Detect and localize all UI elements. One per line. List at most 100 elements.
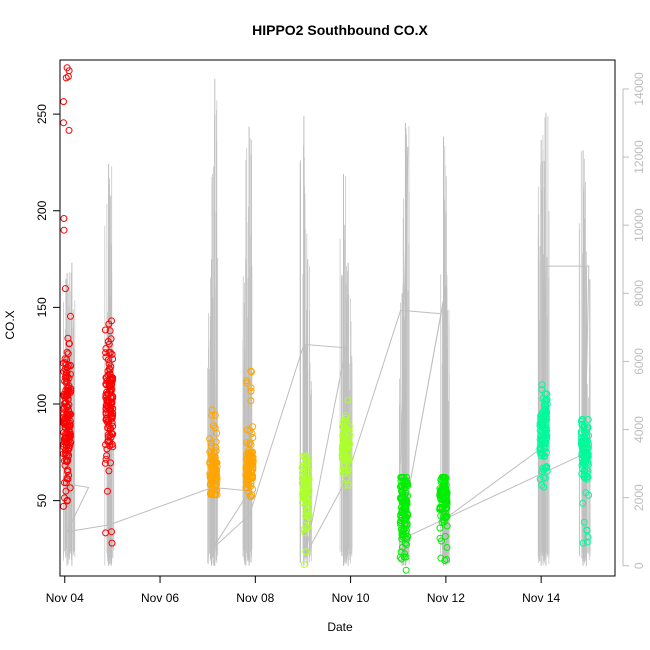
data-point (208, 411, 216, 419)
data-point (106, 349, 114, 356)
data-point (247, 384, 255, 392)
data-point (443, 522, 451, 530)
data-point (539, 437, 547, 445)
data-point (64, 475, 72, 483)
data-point (107, 388, 115, 396)
data-point (397, 521, 405, 529)
data-point (60, 98, 67, 106)
data-point (437, 478, 445, 486)
data-point (441, 532, 449, 540)
x-tick-label: Nov 08 (236, 591, 274, 605)
data-point (104, 438, 112, 445)
data-point (243, 480, 251, 488)
data-point (536, 422, 544, 430)
flight-point-group (577, 416, 593, 547)
data-point (103, 452, 111, 460)
data-point (207, 439, 215, 447)
data-point (580, 422, 588, 430)
data-point (302, 478, 310, 486)
data-point (249, 434, 257, 441)
data-point (540, 444, 548, 452)
data-point (246, 492, 254, 500)
data-point (540, 466, 548, 474)
data-point (339, 445, 347, 453)
data-point (584, 416, 592, 423)
chart-title: HIPPO2 Southbound CO.X (252, 22, 428, 38)
data-point (243, 477, 251, 485)
data-point (62, 74, 70, 82)
secondary-series-line (66, 146, 590, 556)
data-point (396, 553, 404, 561)
y-tick-label: 150 (35, 297, 49, 317)
data-point (102, 349, 110, 357)
data-point (62, 487, 70, 495)
flight-point-group (436, 473, 451, 564)
y-tick-label: 100 (35, 394, 49, 414)
y2-tick-label: 4000 (632, 416, 646, 443)
data-point (583, 538, 591, 546)
data-point (443, 494, 451, 502)
data-point (340, 417, 348, 425)
data-point (580, 448, 588, 456)
data-point (340, 461, 348, 469)
data-point (65, 445, 73, 453)
data-point (67, 430, 74, 438)
data-point (398, 489, 406, 497)
data-point (102, 353, 110, 361)
data-point (582, 445, 590, 453)
data-point (443, 505, 451, 512)
data-point (242, 484, 250, 492)
data-point (108, 539, 116, 547)
data-point (443, 544, 451, 551)
data-point (107, 459, 114, 467)
data-point (400, 476, 407, 484)
data-point (102, 455, 110, 463)
data-point (207, 442, 215, 450)
flight-point-group (101, 317, 117, 547)
data-point (60, 119, 67, 127)
data-point (402, 527, 410, 535)
data-point (108, 381, 116, 389)
y2-tick-label: 2000 (632, 484, 646, 511)
data-point (301, 529, 309, 537)
data-point (303, 452, 311, 460)
data-point (105, 467, 113, 475)
data-point (60, 215, 68, 222)
data-point (61, 434, 69, 442)
data-point (344, 448, 352, 456)
data-point (341, 469, 349, 477)
data-point (344, 396, 352, 404)
data-point (67, 410, 75, 418)
data-point (401, 550, 409, 558)
y2-tick-label: 6000 (632, 348, 646, 375)
data-point (105, 418, 113, 425)
secondary-series-layer (63, 78, 591, 566)
data-point (437, 554, 445, 562)
data-point (302, 460, 310, 468)
data-point (584, 459, 592, 466)
data-point (582, 458, 590, 466)
data-point (248, 368, 255, 376)
data-point (304, 512, 312, 520)
flight-point-group (338, 396, 354, 489)
data-point (578, 437, 586, 445)
data-point (247, 367, 255, 375)
data-point (304, 499, 312, 507)
data-point (61, 430, 69, 438)
y2-tick-label: 12000 (632, 140, 646, 174)
data-point (536, 445, 544, 453)
data-point (102, 402, 110, 410)
data-point (64, 466, 72, 474)
secondary-spike (542, 112, 550, 566)
flight-point-group (206, 406, 221, 499)
data-point (339, 423, 346, 431)
data-point (340, 452, 348, 460)
data-point (538, 381, 546, 389)
data-point (243, 377, 251, 385)
data-point (109, 355, 117, 363)
y-tick-label: 200 (35, 200, 49, 220)
plot-frame (59, 59, 616, 577)
data-point (539, 409, 547, 417)
data-point (210, 456, 218, 464)
